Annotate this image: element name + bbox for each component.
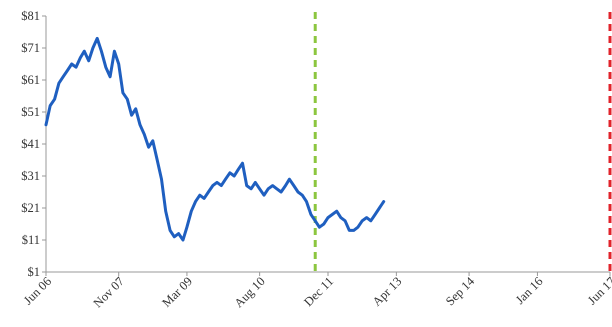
y-tick-label: $41 (21, 137, 40, 151)
y-tick-label: $31 (21, 169, 40, 183)
x-tick-label: Jun 17 (585, 274, 612, 307)
series-line-1 (44, 36, 386, 242)
y-tick-labels: $1 $11 $21 $31 $41 $51 $61 $71 $81 (21, 9, 46, 279)
x-tick-labels: Jun 06 Nov 07 Mar 09 Aug 10 Dec 11 Apr 13 Sep … (21, 272, 612, 310)
x-tick-label: Jun 06 (21, 274, 54, 307)
reference-lines (313, 12, 612, 272)
y-tick-label: $1 (28, 265, 41, 279)
y-tick-label: $81 (21, 9, 40, 23)
x-tick-label: Jan 16 (513, 274, 546, 307)
series-group (44, 36, 386, 242)
y-tick-label: $51 (21, 105, 40, 119)
x-tick-label: Apr 13 (370, 274, 405, 309)
y-tick-label: $11 (22, 233, 40, 247)
y-tick-label: $21 (21, 201, 40, 215)
x-tick-label: Mar 09 (159, 274, 195, 310)
x-tick-label: Sep 14 (443, 274, 478, 309)
x-tick-label: Aug 10 (232, 274, 268, 310)
x-tick-label: Dec 11 (301, 274, 336, 309)
x-tick-label: Nov 07 (91, 274, 127, 310)
axes (45, 16, 610, 273)
y-tick-label: $61 (21, 73, 40, 87)
y-tick-label: $71 (21, 41, 40, 55)
